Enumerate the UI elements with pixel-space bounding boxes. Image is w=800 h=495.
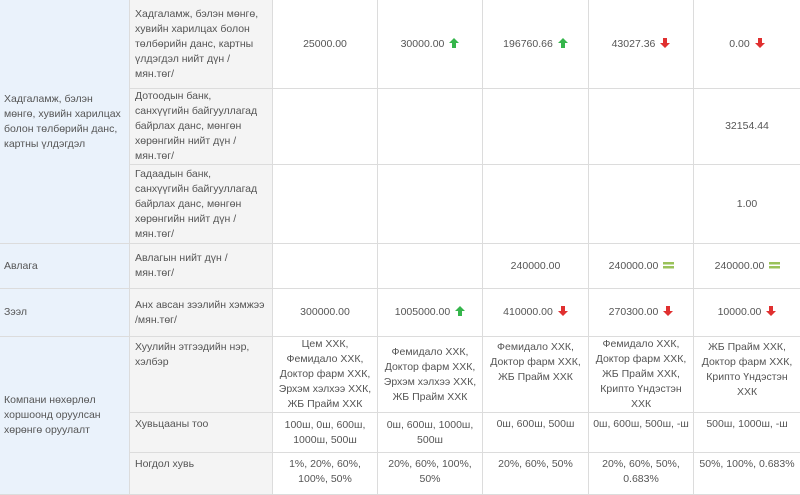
down-arrow-icon — [558, 306, 568, 316]
value-cell: 1%, 20%, 60%, 100%, 50% — [273, 453, 378, 495]
value-text: 240000.00 — [715, 260, 765, 272]
value-cell: 196760.66 — [483, 0, 589, 89]
value-cell: 500ш, 1000ш, -ш — [694, 413, 800, 453]
down-arrow-icon — [766, 306, 776, 316]
value-cell: 0ш, 600ш, 500ш, -ш — [589, 413, 694, 453]
value-cell: 0ш, 600ш, 1000ш, 500ш — [378, 413, 483, 453]
value-cell — [483, 89, 589, 165]
value-cell: 100ш, 0ш, 600ш, 1000ш, 500ш — [273, 413, 378, 453]
value-cell: 20%, 60%, 100%, 50% — [378, 453, 483, 495]
down-arrow-icon — [660, 38, 670, 48]
value-text: 300000.00 — [300, 306, 350, 318]
table-row: Авлага Авлагын нийт дүн /мян.төг/ 240000… — [0, 244, 800, 289]
group-label: Хадгаламж, бэлэн мөнгө, хувийн харилцах … — [0, 0, 130, 244]
row-label: Хуулийн этгээдийн нэр, хэлбэр — [130, 337, 273, 413]
value-cell — [589, 89, 694, 165]
value-cell: 30000.00 — [378, 0, 483, 89]
down-arrow-icon — [663, 306, 673, 316]
row-label: Гадаадын банк, санхүүгийн байгууллагад б… — [130, 165, 273, 244]
down-arrow-icon — [755, 38, 765, 48]
table-row: Зээл Анх авсан зээлийн хэмжээ /мян.төг/ … — [0, 289, 800, 337]
value-cell: 0ш, 600ш, 500ш — [483, 413, 589, 453]
value-cell: 50%, 100%, 0.683% — [694, 453, 800, 495]
value-cell: 20%, 60%, 50%, 0.683% — [589, 453, 694, 495]
value-cell — [378, 165, 483, 244]
equal-icon — [663, 260, 673, 270]
value-text: 270300.00 — [609, 306, 659, 318]
up-arrow-icon — [558, 38, 568, 48]
value-text: 240000.00 — [511, 260, 561, 272]
value-text: 1005000.00 — [395, 306, 450, 318]
value-cell: Цем ХХК, Фемидало ХХК, Доктор фарм ХХК, … — [273, 337, 378, 413]
value-cell — [273, 89, 378, 165]
value-cell: Фемидало ХХК, Доктор фарм ХХК, ЖБ Прайм … — [483, 337, 589, 413]
group-label: Компани нөхөрлөл хоршоонд оруулсан хөрөн… — [0, 337, 130, 495]
value-cell: 25000.00 — [273, 0, 378, 89]
row-label: Анх авсан зээлийн хэмжээ /мян.төг/ — [130, 289, 273, 337]
table-row: Хадгаламж, бэлэн мөнгө, хувийн харилцах … — [0, 0, 800, 89]
value-text: 25000.00 — [303, 38, 347, 50]
row-label: Хадгаламж, бэлэн мөнгө, хувийн харилцах … — [130, 0, 273, 89]
value-text: 0.00 — [729, 38, 749, 50]
up-arrow-icon — [455, 306, 465, 316]
value-cell — [378, 244, 483, 289]
value-cell: ЖБ Прайм ХХК, Доктор фарм ХХК, Крипто Үн… — [694, 337, 800, 413]
table-row: Компани нөхөрлөл хоршоонд оруулсан хөрөн… — [0, 337, 800, 413]
up-arrow-icon — [449, 38, 459, 48]
value-cell — [378, 89, 483, 165]
row-label: Авлагын нийт дүн /мян.төг/ — [130, 244, 273, 289]
value-cell: 10000.00 — [694, 289, 800, 337]
value-cell — [273, 165, 378, 244]
value-cell: 410000.00 — [483, 289, 589, 337]
value-cell — [483, 165, 589, 244]
value-text: 240000.00 — [609, 260, 659, 272]
equal-icon — [769, 260, 779, 270]
value-cell: 1005000.00 — [378, 289, 483, 337]
value-cell: 240000.00 — [694, 244, 800, 289]
group-label: Зээл — [0, 289, 130, 337]
value-cell: 32154.44 — [694, 89, 800, 165]
value-cell: 240000.00 — [589, 244, 694, 289]
value-cell: 1.00 — [694, 165, 800, 244]
value-cell: Фемидало ХХК, Доктор фарм ХХК, Эрхэм хэл… — [378, 337, 483, 413]
value-cell: 270300.00 — [589, 289, 694, 337]
row-label: Ногдол хувь — [130, 453, 273, 495]
value-cell — [273, 244, 378, 289]
row-label: Хувьцааны тоо — [130, 413, 273, 453]
value-cell: 43027.36 — [589, 0, 694, 89]
value-cell: 240000.00 — [483, 244, 589, 289]
value-cell: 0.00 — [694, 0, 800, 89]
row-label: Дотоодын банк, санхүүгийн байгууллагад б… — [130, 89, 273, 165]
value-text: 10000.00 — [718, 306, 762, 318]
value-cell — [589, 165, 694, 244]
value-cell: 20%, 60%, 50% — [483, 453, 589, 495]
value-text: 43027.36 — [612, 38, 656, 50]
value-cell: 300000.00 — [273, 289, 378, 337]
group-label: Авлага — [0, 244, 130, 289]
value-cell: Фемидало ХХК, Доктор фарм ХХК, ЖБ Прайм … — [589, 337, 694, 413]
value-text: 30000.00 — [401, 38, 445, 50]
value-text: 196760.66 — [503, 38, 553, 50]
value-text: 410000.00 — [503, 306, 553, 318]
